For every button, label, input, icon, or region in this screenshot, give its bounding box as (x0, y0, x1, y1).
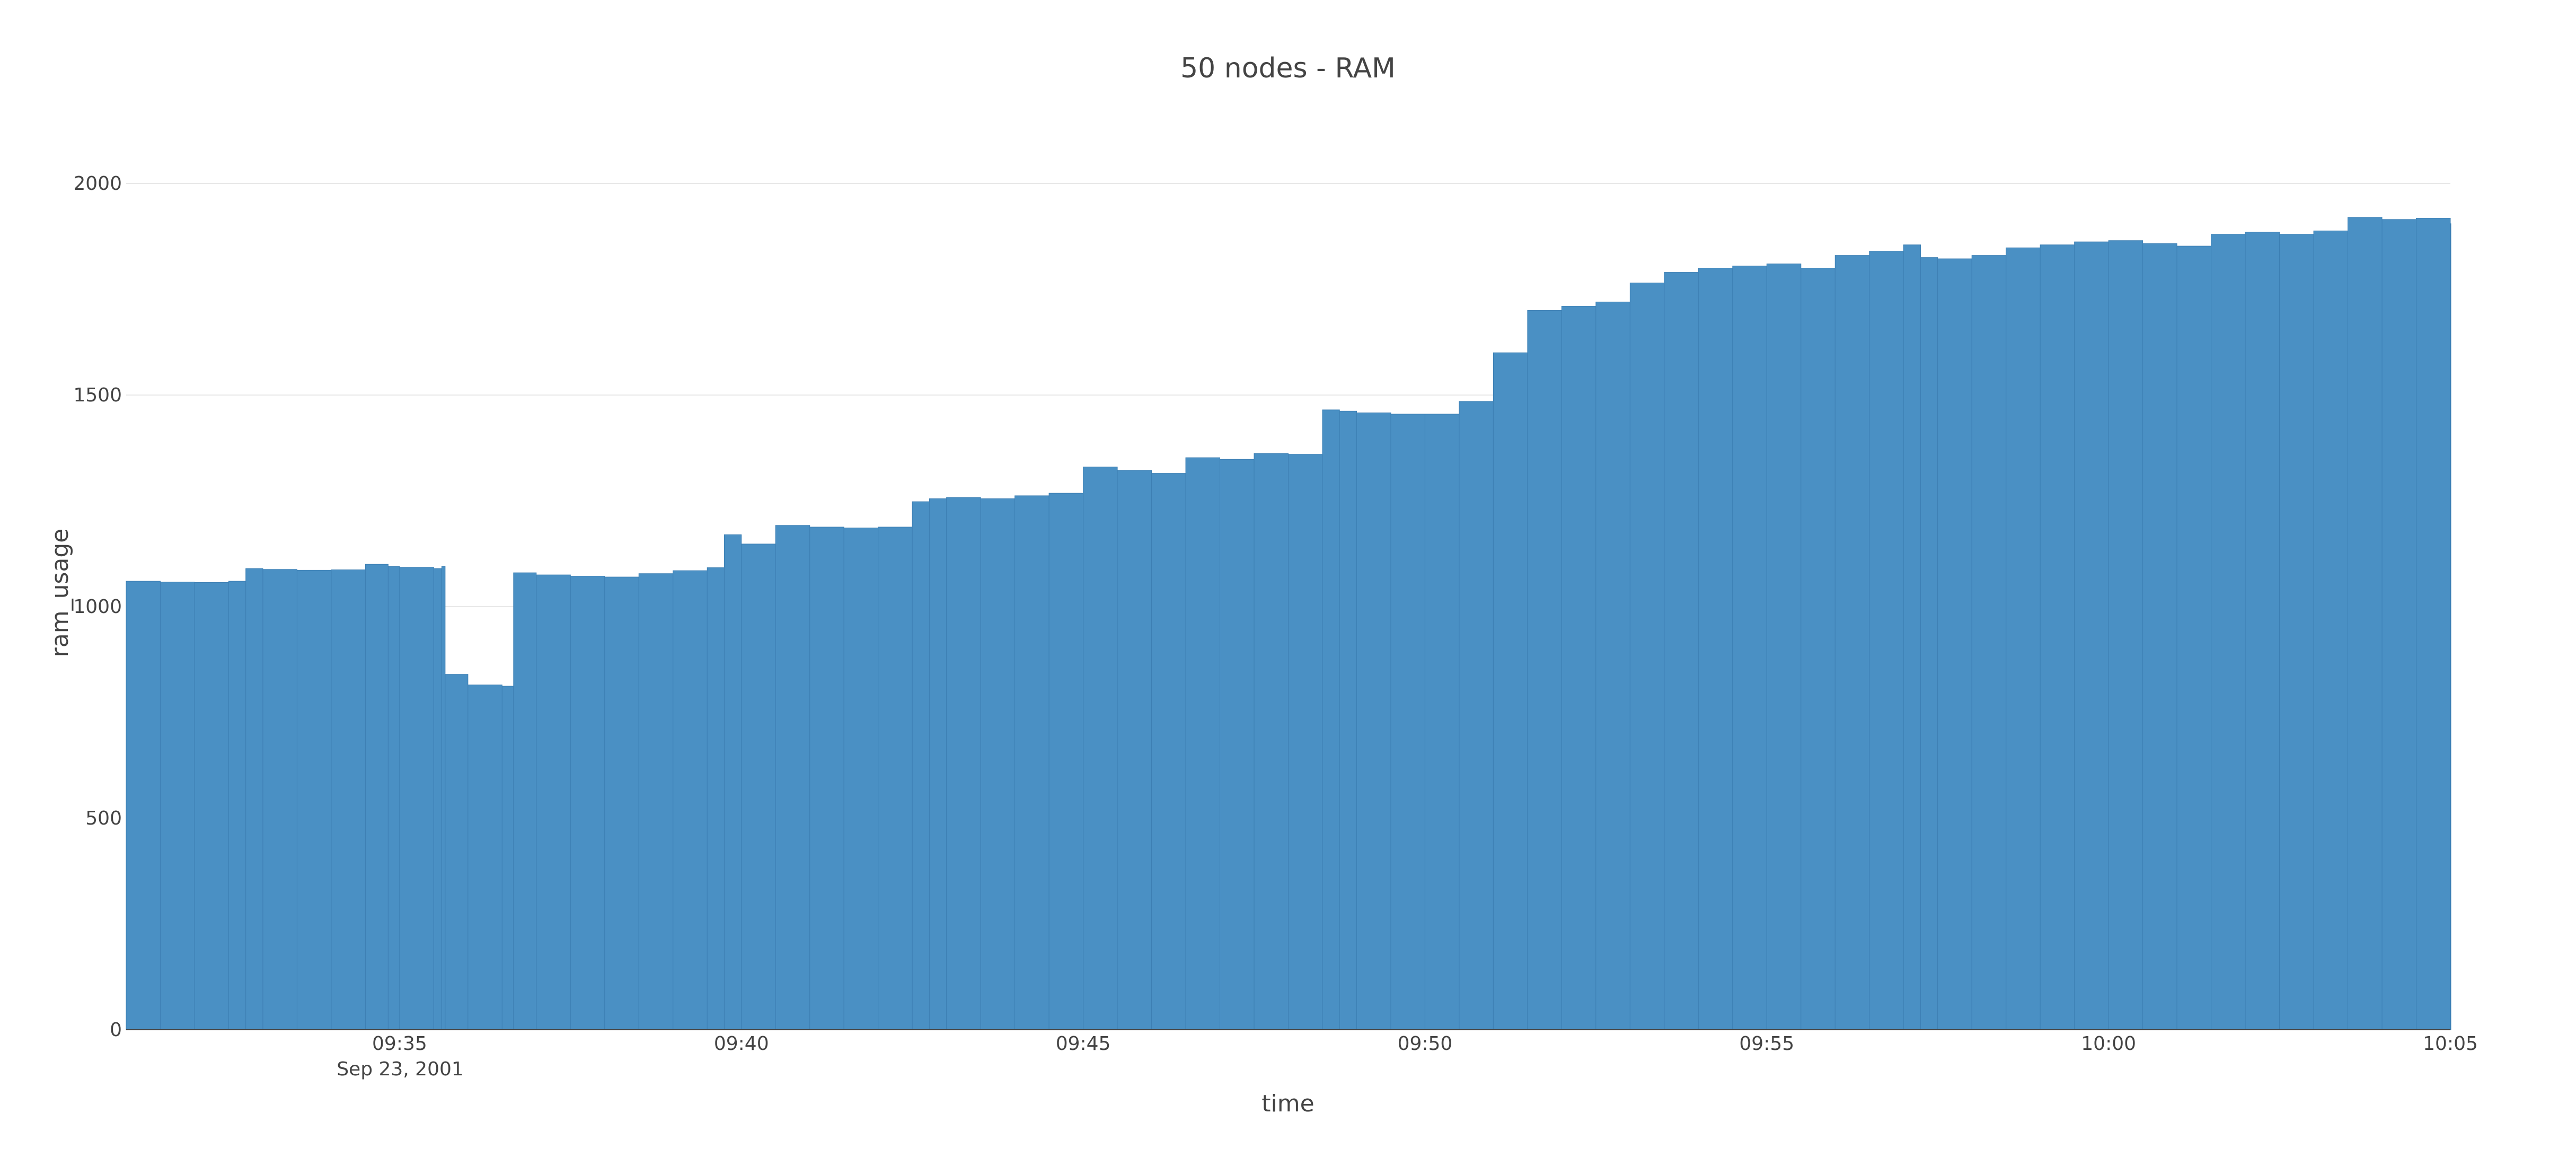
bar (2450, 223, 2451, 1030)
x-tick-label: 09:40 (714, 1033, 769, 1055)
bar (2108, 240, 2143, 1030)
bar (296, 569, 332, 1030)
bar (1356, 413, 1391, 1030)
y-tick-label: 1500 (73, 384, 122, 406)
bar (929, 498, 947, 1030)
bar (1834, 255, 1870, 1030)
bar (1151, 473, 1186, 1030)
bar (2416, 217, 2451, 1030)
bar (228, 581, 246, 1030)
bar (160, 582, 195, 1030)
bar (1629, 283, 1665, 1030)
bar (1117, 470, 1152, 1030)
bar (980, 498, 1016, 1030)
x-tick-label: 10:05 (2423, 1033, 2478, 1055)
bar (1083, 467, 1118, 1030)
bar (2006, 247, 2041, 1030)
bar (2348, 217, 2383, 1030)
bar (1971, 255, 2007, 1030)
x-tick-label: 09:45 (1056, 1033, 1111, 1055)
bar (2142, 243, 2177, 1030)
bar (501, 686, 514, 1030)
bar (1493, 352, 1528, 1030)
bar (445, 674, 469, 1030)
bar (399, 567, 434, 1030)
bar (946, 497, 981, 1030)
y-tick-label: 1000 (73, 596, 122, 618)
bar (1014, 495, 1049, 1030)
bar (1801, 268, 1836, 1030)
x-tick-label: 09:50 (1398, 1033, 1453, 1055)
bar (570, 576, 605, 1030)
bar (2040, 244, 2075, 1030)
bar (513, 572, 537, 1030)
bar (1903, 244, 1921, 1030)
bar (1322, 409, 1340, 1030)
bar (1459, 401, 1494, 1030)
bar (2074, 241, 2109, 1030)
bar (809, 527, 844, 1030)
bar (707, 567, 725, 1030)
y-axis-ticks: 0 500 1000 1500 2000 (73, 173, 122, 1041)
bar (2245, 232, 2280, 1030)
bar (1288, 454, 1323, 1030)
bar (1048, 493, 1084, 1030)
bar (878, 527, 913, 1030)
bar (262, 569, 297, 1030)
bar (1254, 453, 1289, 1030)
bar (1766, 264, 1802, 1030)
bar (1220, 459, 1255, 1030)
bar (331, 569, 366, 1030)
bar (2313, 230, 2349, 1030)
bar (1527, 310, 1562, 1030)
bar (2211, 234, 2246, 1030)
x-axis-date-label: Sep 23, 2001 (337, 1058, 464, 1080)
bar (1390, 414, 1425, 1030)
x-tick-label: 10:00 (2081, 1033, 2136, 1055)
chart-title: 50 nodes - RAM (1180, 52, 1396, 84)
bar (843, 528, 879, 1030)
x-axis-ticks: 09:35 09:40 09:45 09:50 09:55 10:00 10:05 (372, 1033, 2478, 1055)
bar (1595, 301, 1630, 1030)
bar (724, 534, 742, 1030)
y-tick-label: 0 (110, 1019, 122, 1041)
bar (1664, 272, 1699, 1030)
bar (741, 544, 776, 1030)
bar (1732, 266, 1767, 1030)
bar (1869, 251, 1904, 1030)
x-axis-title: time (1261, 1090, 1314, 1117)
bar (1698, 268, 1733, 1030)
bar (126, 581, 161, 1030)
bars (126, 217, 2451, 1030)
y-tick-label: 2000 (73, 173, 122, 195)
bar (1920, 257, 1938, 1030)
y-axis-title: ram_usage (47, 529, 74, 658)
bar (2279, 234, 2314, 1030)
bar (638, 573, 674, 1030)
bar (467, 685, 502, 1030)
bar (1424, 414, 1460, 1030)
bar (433, 568, 442, 1030)
bar (194, 582, 229, 1030)
bar (1937, 258, 1972, 1030)
bar (775, 525, 810, 1030)
bar (2381, 219, 2417, 1030)
x-tick-label: 09:55 (1739, 1033, 1794, 1055)
bar (536, 574, 571, 1030)
bar (365, 564, 389, 1030)
bar (604, 576, 639, 1030)
x-tick-label: 09:35 (372, 1033, 427, 1055)
bar (1185, 457, 1221, 1030)
bar (245, 568, 263, 1030)
bar (1339, 410, 1357, 1030)
bar (2176, 246, 2212, 1030)
bar (673, 570, 708, 1030)
y-tick-label: 500 (85, 808, 122, 829)
bar (912, 501, 930, 1030)
bar (1561, 305, 1596, 1030)
bar (387, 566, 400, 1030)
bar (441, 566, 446, 1030)
